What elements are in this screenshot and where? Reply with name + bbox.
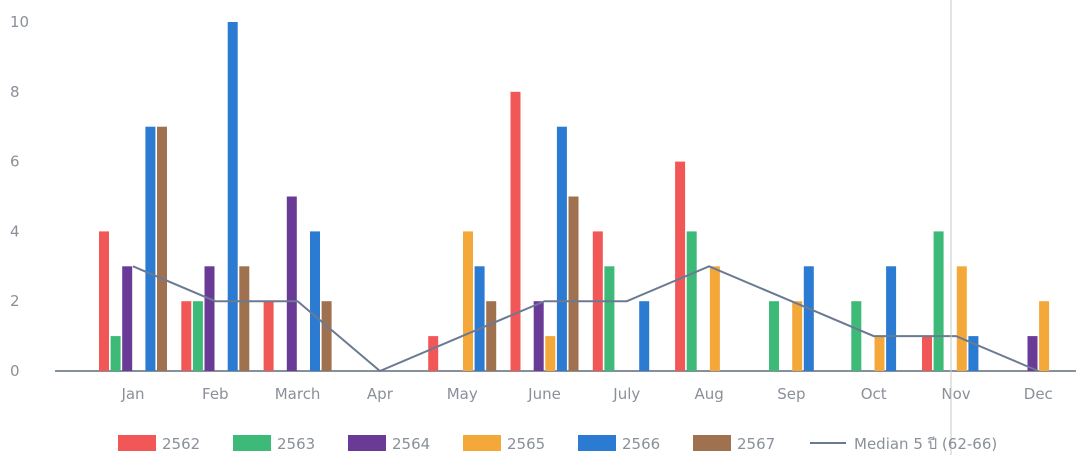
bar-2567-June (568, 196, 579, 371)
legend-swatch-2566 (578, 435, 616, 451)
y-tick-label: 4 (10, 222, 20, 240)
legend-label-median: Median 5 ปี (62-66) (854, 435, 997, 453)
bar-2562-Feb (181, 301, 192, 371)
legend-label: 2564 (392, 435, 430, 453)
bar-2564-June (533, 301, 544, 371)
bar-2564-March (286, 196, 297, 371)
bar-2562-Nov (922, 336, 932, 371)
bar-2565-Nov (956, 266, 967, 371)
x-tick-label: Sep (777, 385, 805, 403)
bar-2563-July (604, 266, 615, 371)
legend-swatch-2564 (348, 435, 386, 451)
x-tick-label: Jan (120, 385, 144, 403)
legend-label: 2563 (277, 435, 315, 453)
x-axis: Jan Feb March Apr May June July Aug Sep Oct Nov Dec (55, 370, 1076, 403)
bar-2562-June (510, 91, 521, 372)
x-tick-label: June (527, 385, 561, 403)
y-tick-label: 6 (10, 153, 20, 171)
y-tick-label: 8 (10, 83, 20, 101)
bar-2565-May (463, 231, 473, 371)
legend-label: 2566 (622, 435, 660, 453)
bar-2564-Jan (122, 266, 133, 371)
bar-2567-May (486, 301, 497, 371)
legend-label: 2567 (737, 435, 775, 453)
bar-2562-Jan (99, 231, 109, 371)
bar-2563-Sep (769, 301, 779, 371)
bar-2566-Sep (803, 266, 814, 371)
bar-2566-July (639, 301, 650, 371)
bar-2566-Jan (145, 126, 156, 371)
bar-2562-March (263, 301, 274, 371)
x-tick-label: Apr (367, 385, 394, 403)
x-tick-label: May (447, 385, 478, 403)
bar-2563-Jan (110, 336, 121, 371)
bar-2567-Feb (239, 266, 250, 371)
bars (99, 22, 1050, 372)
legend: 2562 2563 2564 2565 2566 2567 Median 5 ปี (62-… (118, 435, 997, 453)
median-line-path (132, 265, 1039, 373)
y-axis: 0 2 4 6 8 10 (10, 13, 29, 380)
bar-2563-Oct (851, 301, 862, 371)
bar-2564-Dec (1027, 336, 1038, 371)
bar-2562-May (428, 336, 439, 371)
bar-2565-Dec (1039, 301, 1050, 371)
y-tick-label: 10 (10, 13, 29, 31)
bar-2565-Sep (792, 301, 803, 371)
bar-2563-Feb (192, 301, 203, 371)
x-tick-label: Dec (1024, 385, 1053, 403)
bar-2566-Oct (886, 266, 897, 371)
legend-label: 2562 (162, 435, 200, 453)
bar-2565-Oct (874, 336, 885, 371)
median-line (132, 265, 1039, 373)
bar-2566-Nov (968, 336, 979, 371)
legend-swatch-2563 (233, 435, 271, 451)
bar-2564-Feb (204, 266, 215, 371)
x-tick-label: Nov (941, 385, 970, 403)
bar-2566-March (310, 231, 320, 371)
x-tick-label: Aug (694, 385, 723, 403)
bar-2566-May (474, 266, 485, 371)
x-tick-label: Oct (861, 385, 887, 403)
bar-2567-Jan (157, 126, 167, 371)
legend-swatch-2565 (463, 435, 501, 451)
bar-2563-Aug (686, 231, 697, 371)
bar-2566-Feb (227, 22, 238, 371)
bar-2567-March (321, 301, 332, 371)
x-tick-label: July (612, 385, 640, 403)
legend-swatch-2562 (118, 435, 156, 451)
bar-2566-June (556, 126, 567, 371)
bar-2565-June (545, 336, 556, 371)
legend-swatch-2567 (693, 435, 731, 451)
y-tick-label: 0 (10, 362, 20, 380)
x-tick-label: Feb (202, 385, 229, 403)
x-tick-label: March (275, 385, 321, 403)
bar-2563-Nov (933, 231, 944, 371)
bar-2562-Aug (675, 161, 686, 371)
legend-label: 2565 (507, 435, 545, 453)
bar-2565-Aug (709, 266, 720, 371)
y-tick-label: 2 (10, 292, 20, 310)
